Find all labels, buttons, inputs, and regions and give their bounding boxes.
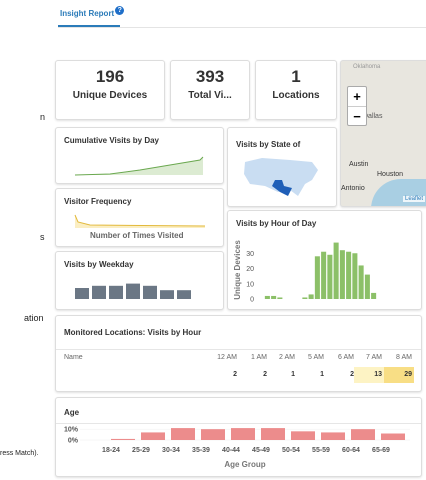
cell: 2 bbox=[263, 371, 267, 378]
kpi-value: 393 bbox=[195, 67, 225, 86]
x-axis-label: Number of Times Visited bbox=[90, 231, 184, 240]
zoom-control: + − bbox=[347, 86, 367, 126]
card-title: Visits by Hour of Day bbox=[236, 219, 317, 228]
card-title: Visitor Frequency bbox=[64, 197, 132, 206]
hour-card: Visits by Hour of Day bbox=[227, 210, 422, 310]
kpi-value: 196 bbox=[95, 67, 125, 86]
map-label: Dallas bbox=[363, 113, 383, 120]
cell: 1 bbox=[291, 371, 295, 378]
cumulative-card: Cumulative Visits by Day bbox=[55, 127, 224, 184]
left-fragment: ress Match). bbox=[0, 450, 39, 457]
map-label: Houston bbox=[377, 171, 404, 178]
zoom-in[interactable]: + bbox=[348, 87, 366, 107]
cell: 1 bbox=[320, 371, 324, 378]
left-fragment: n bbox=[40, 112, 46, 122]
cell: 13 bbox=[374, 371, 382, 378]
column-header: 12 AM bbox=[217, 354, 237, 361]
age-card: Age bbox=[55, 397, 422, 477]
frequency-card: Visitor Frequency Number of Times Visite… bbox=[55, 188, 224, 247]
zoom-out[interactable]: − bbox=[353, 109, 361, 124]
card-title: Visits by State of bbox=[236, 140, 301, 149]
left-fragment: s bbox=[40, 232, 45, 242]
left-fragment: ation bbox=[24, 313, 44, 323]
kpi-card: 196 Unique Devices bbox=[55, 60, 165, 120]
cell: 2 bbox=[233, 371, 237, 378]
card-title: Visits by Weekday bbox=[64, 260, 134, 269]
kpi-label: Locations bbox=[272, 90, 320, 101]
map-attribution[interactable]: Leaflet bbox=[403, 196, 426, 202]
card-title: Age bbox=[64, 408, 80, 417]
map-label: Oklahoma bbox=[353, 64, 381, 70]
column-header: 5 AM bbox=[308, 354, 324, 361]
tab-label: Insight Report bbox=[60, 9, 115, 18]
cell: 29 bbox=[404, 371, 412, 378]
header-rule bbox=[58, 27, 426, 28]
kpi-value: 1 bbox=[291, 67, 301, 86]
map[interactable]: Oklahoma Dallas Austin Houston Antonio +… bbox=[340, 60, 426, 207]
column-header: 6 AM bbox=[338, 354, 354, 361]
kpi-card: 1 Locations bbox=[255, 60, 337, 120]
table-rule bbox=[56, 349, 421, 350]
table-card: Monitored Locations: Visits by Hour Name… bbox=[55, 315, 422, 392]
column-header: 7 AM bbox=[366, 354, 382, 361]
cell-bg bbox=[354, 367, 384, 383]
column-header: 1 AM bbox=[251, 354, 267, 361]
map-label: Antonio bbox=[341, 185, 365, 192]
map-water bbox=[371, 179, 426, 206]
state-card: Visits by State of bbox=[227, 127, 337, 207]
kpi-card: 393 Total Vi... bbox=[170, 60, 250, 120]
column-header: 2 AM bbox=[279, 354, 295, 361]
age-rule bbox=[56, 423, 421, 424]
kpi-label: Total Vi... bbox=[188, 90, 232, 101]
cell-bg bbox=[384, 367, 414, 383]
column-header: 8 AM bbox=[396, 354, 412, 361]
kpi-label: Unique Devices bbox=[72, 90, 148, 101]
card-title: Cumulative Visits by Day bbox=[64, 136, 159, 145]
column-header: Name bbox=[64, 354, 83, 361]
cell: 2 bbox=[350, 371, 354, 378]
tab[interactable]: Insight Report? bbox=[60, 6, 125, 18]
map-label: Austin bbox=[349, 161, 369, 168]
weekday-card: Visits by Weekday bbox=[55, 251, 224, 310]
help-icon[interactable]: ? bbox=[115, 6, 125, 15]
card-title: Monitored Locations: Visits by Hour bbox=[64, 328, 202, 337]
tab-underline bbox=[58, 25, 120, 27]
